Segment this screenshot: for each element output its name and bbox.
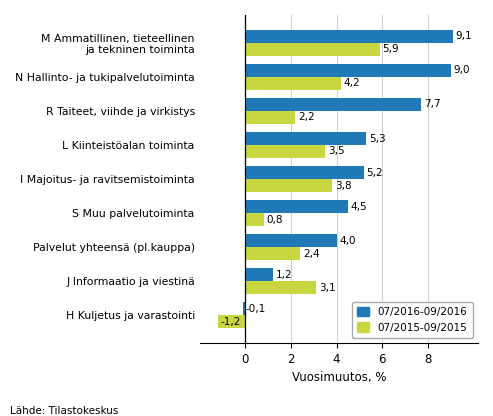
- Bar: [245, 145, 325, 158]
- Text: 2,4: 2,4: [303, 249, 319, 259]
- Text: 4,0: 4,0: [339, 236, 356, 246]
- Bar: [245, 179, 332, 192]
- Bar: [245, 30, 453, 43]
- Bar: [245, 268, 273, 281]
- Legend: 07/2016-09/2016, 07/2015-09/2015: 07/2016-09/2016, 07/2015-09/2015: [352, 302, 473, 338]
- Bar: [245, 166, 364, 179]
- Text: 5,9: 5,9: [383, 45, 399, 54]
- Bar: [245, 247, 300, 260]
- Text: 5,3: 5,3: [369, 134, 386, 144]
- Text: 3,1: 3,1: [319, 282, 335, 292]
- Text: 9,0: 9,0: [454, 65, 470, 75]
- Bar: [245, 64, 451, 77]
- Bar: [245, 234, 337, 247]
- Text: 4,5: 4,5: [351, 202, 367, 212]
- Bar: [245, 213, 263, 226]
- Text: 3,5: 3,5: [328, 146, 345, 156]
- Bar: [245, 200, 348, 213]
- Bar: [243, 302, 245, 315]
- Text: -0,1: -0,1: [246, 304, 266, 314]
- Text: 0,8: 0,8: [266, 215, 283, 225]
- Text: 9,1: 9,1: [456, 31, 472, 41]
- Text: 7,7: 7,7: [423, 99, 440, 109]
- Bar: [245, 111, 295, 124]
- X-axis label: Vuosimuutos, %: Vuosimuutos, %: [291, 371, 386, 384]
- Bar: [245, 281, 316, 294]
- Bar: [245, 77, 341, 90]
- Text: Lähde: Tilastokeskus: Lähde: Tilastokeskus: [10, 406, 118, 416]
- Text: -1,2: -1,2: [220, 317, 241, 327]
- Text: 5,2: 5,2: [367, 168, 383, 178]
- Bar: [245, 132, 366, 145]
- Text: 2,2: 2,2: [298, 112, 315, 122]
- Text: 3,8: 3,8: [335, 181, 352, 191]
- Text: 4,2: 4,2: [344, 78, 360, 88]
- Bar: [245, 43, 380, 56]
- Text: 1,2: 1,2: [276, 270, 292, 280]
- Bar: [218, 315, 245, 328]
- Bar: [245, 98, 421, 111]
